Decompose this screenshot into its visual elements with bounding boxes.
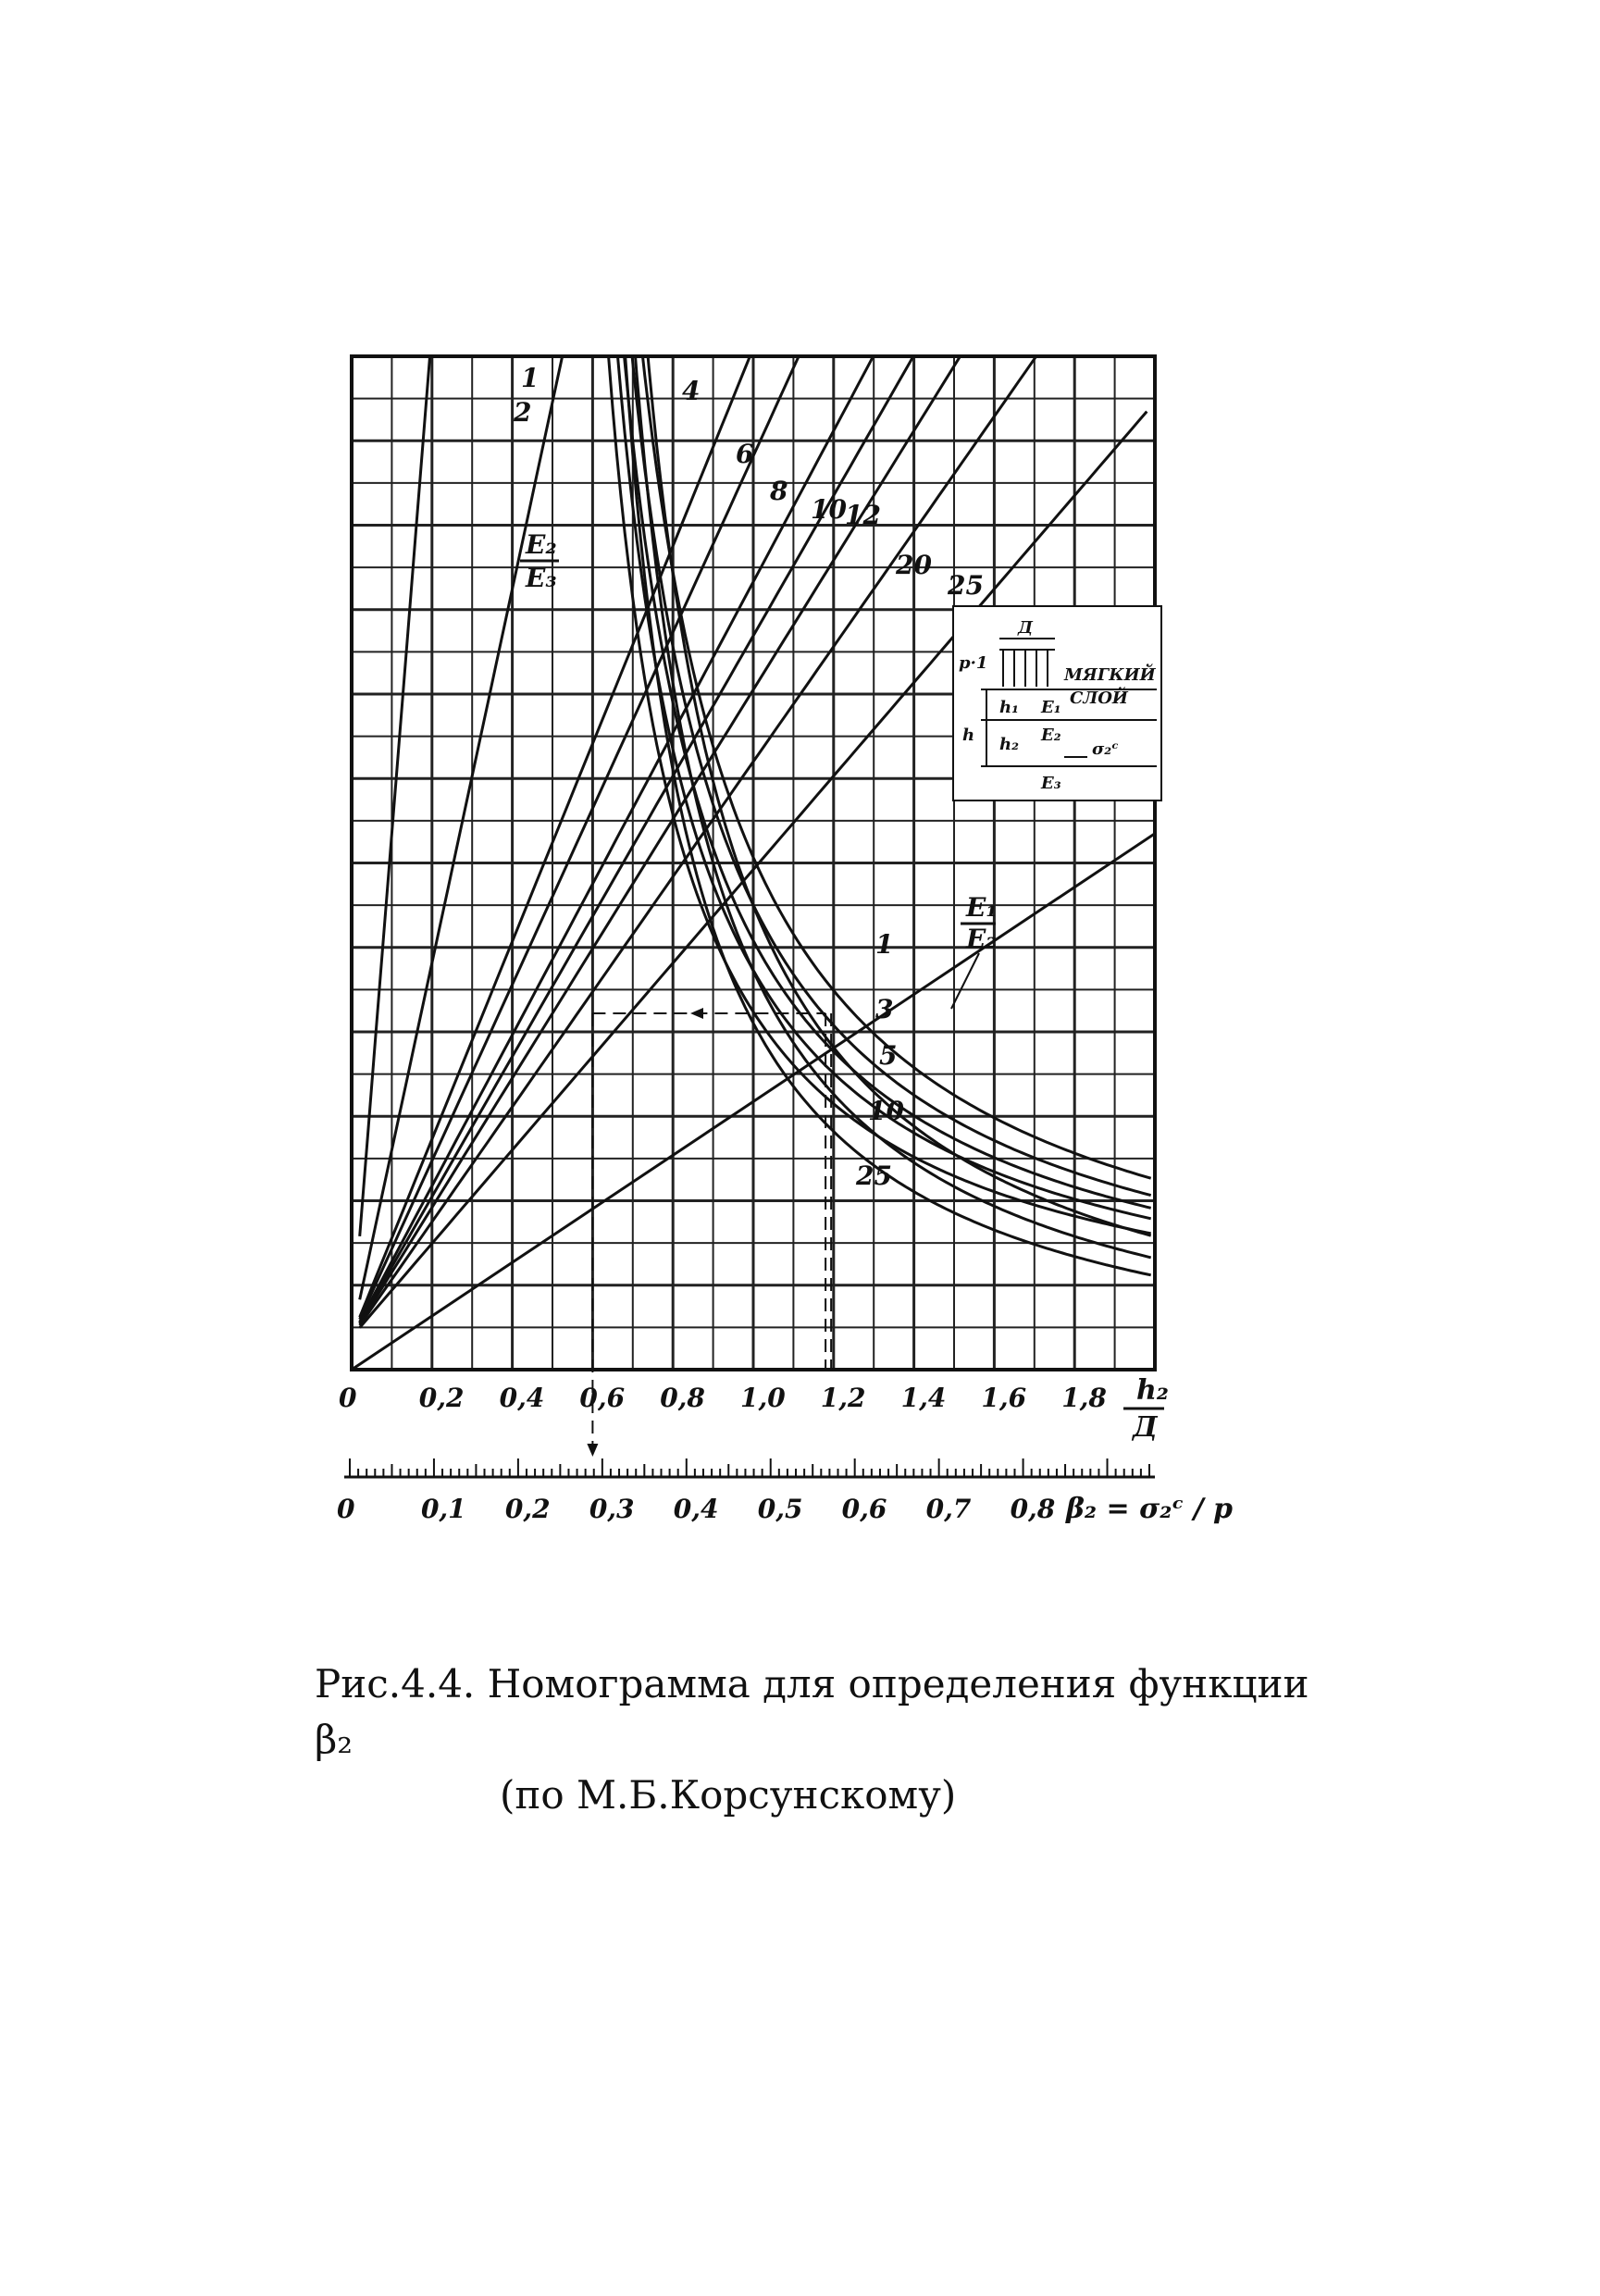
layer-curve-label: 25 <box>855 1160 892 1191</box>
x-tick-label: 1,4 <box>901 1383 947 1413</box>
layer-curve-label: 1 <box>875 929 893 960</box>
x-tick-label: 1,8 <box>1061 1383 1107 1413</box>
beta-scale: 0 0,1 0,2 0,3 0,4 0,5 0,6 0,7 0,8 <box>337 1458 1155 1524</box>
beta-tick-label: 0,6 <box>842 1494 887 1524</box>
x-tick-label: 0 <box>339 1383 357 1413</box>
layer-curve <box>646 356 1152 1237</box>
ratio-curve-label: 4 <box>682 376 700 406</box>
inset-h-label: h <box>962 726 974 745</box>
beta-tick-label: 0,8 <box>1011 1494 1056 1524</box>
inset-load-label: p·1 <box>959 653 987 673</box>
x-tick-label: 1,2 <box>821 1383 866 1413</box>
ratio-curve <box>358 356 1038 1327</box>
figure-caption: Рис.4.4. Номограмма для определения функ… <box>315 1657 1333 1823</box>
beta-scale-title: β₂ = σ₂ᶜ / p <box>1065 1493 1233 1525</box>
ratio-curve <box>358 356 564 1300</box>
ratio-curve <box>358 410 1148 1329</box>
layer-label-num: E₁ <box>965 892 998 923</box>
layer-curve-label: 5 <box>879 1040 897 1071</box>
example-path <box>587 1008 833 1457</box>
x-tick-label: 0,6 <box>579 1383 625 1413</box>
beta-tick-label: 0,1 <box>421 1494 466 1524</box>
ratio-curve <box>358 356 752 1318</box>
layer-curve-label: 10 <box>868 1096 904 1126</box>
ratio-curve-label: 10 <box>811 494 847 525</box>
x-tick-label: 1,0 <box>740 1383 786 1413</box>
plot-frame <box>350 354 1157 1371</box>
inset-e1-label: E₁ <box>1040 698 1061 717</box>
ratio-curve-label: 2 <box>513 397 531 428</box>
x-axis-ticks: 0 0,2 0,4 0,6 0,8 1,0 1,2 1,4 1,6 1,8 <box>339 1383 1107 1413</box>
ratio-curve <box>358 356 875 1323</box>
beta-tick-label: 0,5 <box>758 1494 803 1524</box>
layer-curve <box>607 356 1151 1235</box>
beta-tick-label: 0,2 <box>505 1494 551 1524</box>
ratio-label-den: E₃ <box>525 563 557 593</box>
plot-border <box>350 354 1157 1371</box>
layer-curve <box>624 356 1152 1277</box>
layer-label-den: E₂ <box>965 924 998 954</box>
layer-curve <box>630 356 1152 1198</box>
beta-tick-label: 0,7 <box>926 1494 972 1524</box>
inset-sigma-label: σ₂ᶜ <box>1092 739 1119 759</box>
beta-tick-label: 0,4 <box>674 1494 719 1524</box>
ratio-curve <box>358 356 800 1321</box>
example-arrow-icon <box>587 1444 599 1457</box>
curve-group <box>352 356 1155 1370</box>
x-tick-label: 0,2 <box>419 1383 465 1413</box>
layer-curve <box>615 356 1152 1221</box>
layer-curve <box>623 356 1152 1210</box>
inset-width-label: Д <box>1017 618 1034 638</box>
ratio-curve-label: 25 <box>947 570 984 601</box>
inset-e3-label: E₃ <box>1040 774 1061 793</box>
inset-h1-label: h₁ <box>999 698 1019 717</box>
beta-tick-label: 0 <box>337 1494 355 1524</box>
inset-soft-label-1: МЯГКИЙ <box>1063 663 1157 685</box>
ratio-curve-label: 1 <box>521 363 539 393</box>
layer-curve-label: 3 <box>875 994 893 1024</box>
caption-line-1: Рис.4.4. Номограмма для определения функ… <box>315 1661 1309 1762</box>
caption-line-2: (по М.Б.Корсунскому) <box>500 1772 957 1818</box>
ratio-curve-label: 6 <box>736 439 753 469</box>
x-axis-title-num: h₂ <box>1136 1374 1169 1407</box>
baseline-curve <box>352 832 1155 1370</box>
beta-tick-label: 0,3 <box>589 1494 635 1524</box>
example-arrow-icon <box>690 1008 703 1019</box>
ratio-curve-label: 20 <box>895 550 932 580</box>
ratio-curve-label: 8 <box>769 476 788 506</box>
x-tick-label: 0,8 <box>660 1383 705 1413</box>
inset-h2-label: h₂ <box>999 735 1019 754</box>
ratio-curve <box>358 356 915 1324</box>
ratio-label-num: E₂ <box>525 529 557 560</box>
ratio-curve-label: 12 <box>845 500 881 530</box>
grid-lines <box>350 354 1157 1371</box>
ratio-family-label: E₂ E₃ <box>520 529 559 593</box>
layer-curve <box>634 356 1152 1260</box>
layer-family-label: E₁ E₂ <box>950 892 998 1010</box>
x-tick-label: 1,6 <box>981 1383 1026 1413</box>
ratio-curve <box>358 356 962 1325</box>
x-axis-title: h₂ Д <box>1123 1374 1169 1444</box>
x-axis-title-den: Д <box>1131 1411 1159 1444</box>
inset-schematic: p·1 Д МЯГКИЙ СЛОЙ h₁ E₁ h₂ E₂ σ₂ᶜ E₃ h <box>952 605 1162 801</box>
inset-e2-label: E₂ <box>1040 726 1061 745</box>
x-tick-label: 0,4 <box>500 1383 545 1413</box>
